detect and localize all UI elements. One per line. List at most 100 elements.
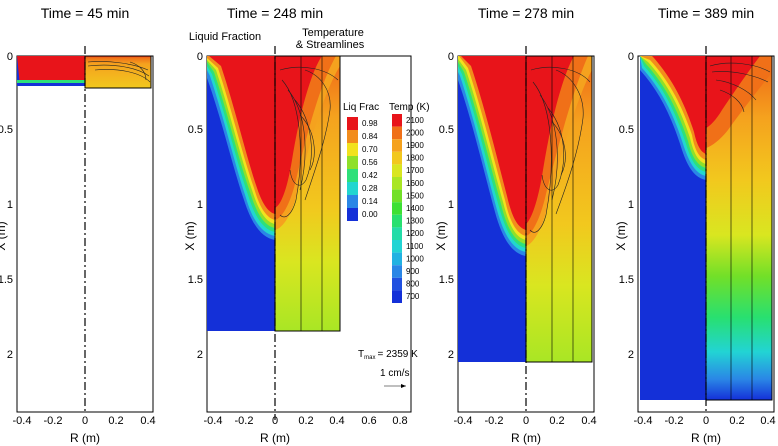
svg-text:-0.4: -0.4: [204, 415, 223, 427]
legend-level: 0.42: [362, 171, 378, 180]
svg-text:1: 1: [197, 199, 203, 211]
x-axis-label: R (m): [691, 431, 721, 445]
svg-text:0.6: 0.6: [361, 415, 376, 427]
svg-text:0.5: 0.5: [619, 124, 634, 136]
svg-text:0: 0: [448, 51, 454, 63]
svg-text:1: 1: [628, 199, 634, 211]
legend-swatch: [392, 290, 402, 303]
svg-text:0.4: 0.4: [140, 415, 155, 427]
legend-level: 1200: [406, 229, 424, 238]
panel-title: Time = 278 min: [478, 5, 574, 21]
svg-text:0.8: 0.8: [392, 415, 407, 427]
streamlines: [279, 67, 339, 218]
liquid-fraction-field: [207, 56, 275, 331]
svg-text:0: 0: [272, 415, 278, 427]
svg-text:0: 0: [523, 415, 529, 427]
panel-title: Time = 248 min: [227, 5, 323, 21]
velocity-reference: 1 cm/s: [380, 368, 409, 388]
y-axis: 0 0.5 1 1.5 2: [619, 51, 634, 361]
panel-389min: Time = 389 min 0: [614, 5, 776, 445]
legend-level: 900: [406, 267, 420, 276]
legend-swatch: [347, 143, 358, 156]
legend-level: 700: [406, 292, 420, 301]
panel-278min: Time = 278 min: [434, 5, 597, 445]
panel-title: Time = 389 min: [658, 5, 754, 21]
legend-level: 0.00: [362, 210, 378, 219]
svg-text:2: 2: [7, 349, 13, 361]
y-axis: 0 0.5 1 1.5 2: [439, 51, 454, 361]
legend-level: 1700: [406, 166, 424, 175]
svg-text:0.4: 0.4: [329, 415, 344, 427]
svg-text:-0.2: -0.2: [485, 415, 504, 427]
legend-swatch: [392, 139, 402, 152]
svg-text:0: 0: [703, 415, 709, 427]
panel-title: Time = 45 min: [41, 5, 130, 21]
legend-level: 1100: [406, 242, 424, 251]
svg-text:0: 0: [628, 51, 634, 63]
legend-swatch: [392, 227, 402, 240]
legend-swatch: [347, 130, 358, 143]
legend-temperature: Temp (K) 2100 2000 1900 1800 1700 1600 1500 140…: [389, 102, 430, 303]
temperature-field: [705, 55, 773, 401]
svg-text:0.5: 0.5: [0, 124, 13, 136]
legend-level: 1900: [406, 141, 424, 150]
legend-level: 1000: [406, 254, 424, 263]
legend-level: 2100: [406, 116, 424, 125]
legend-swatch: [392, 214, 402, 228]
legend-swatch: [392, 177, 402, 190]
y-axis: 0 0.5 1 1.5 2: [0, 51, 13, 361]
streamlines: [529, 67, 591, 233]
svg-text:-0.2: -0.2: [665, 415, 684, 427]
svg-text:-0.4: -0.4: [634, 415, 653, 427]
liquid-fraction-field: [458, 56, 526, 362]
temperature-field: [274, 55, 341, 332]
streamlines: [87, 61, 151, 83]
legend-swatch: [347, 208, 358, 221]
svg-text:0.4: 0.4: [760, 415, 775, 427]
x-axis: -0.4 -0.2 0 0.2 0.4: [454, 415, 597, 427]
svg-text:-0.4: -0.4: [454, 415, 473, 427]
legend-level: 0.98: [362, 119, 378, 128]
liquid-fraction-field: [640, 56, 706, 400]
svg-text:-0.2: -0.2: [44, 415, 63, 427]
legend-title: Liq Frac: [343, 102, 379, 113]
svg-text:2: 2: [628, 349, 634, 361]
streamlines: [709, 62, 771, 113]
legend-swatch: [392, 114, 402, 127]
legend-level: 2000: [406, 128, 424, 137]
svg-text:1.5: 1.5: [439, 274, 454, 286]
legend-swatch: [392, 265, 402, 278]
svg-text:0.2: 0.2: [549, 415, 564, 427]
y-axis: 0 0.5 1 1.5 2: [188, 51, 203, 361]
legend-swatch: [392, 202, 402, 215]
legend-swatch: [347, 195, 358, 208]
legend-swatch: [347, 156, 358, 169]
svg-text:2: 2: [197, 349, 203, 361]
svg-text:-0.4: -0.4: [13, 415, 32, 427]
panel-45min: Time = 45 min 0 0.5 1 1.5 2 -0.4 -0.2 0: [0, 5, 156, 445]
x-axis-label: R (m): [70, 431, 100, 445]
svg-text:1.5: 1.5: [0, 274, 13, 286]
legend-level: 0.56: [362, 158, 378, 167]
y-axis-label: X (m): [0, 221, 8, 250]
x-axis: -0.4 -0.2 0 0.2 0.4: [634, 415, 776, 427]
svg-text:0.2: 0.2: [729, 415, 744, 427]
svg-text:1.5: 1.5: [188, 274, 203, 286]
legend-level: 1500: [406, 191, 424, 200]
svg-text:1 cm/s: 1 cm/s: [380, 368, 409, 379]
legend-swatch: [392, 151, 402, 165]
panel-248min: Time = 248 min Liquid Fraction Temperatu…: [183, 5, 430, 445]
legend-level: 0.14: [362, 197, 378, 206]
legend-level: 1800: [406, 154, 424, 163]
svg-text:2: 2: [448, 349, 454, 361]
legend-swatch: [392, 277, 402, 291]
legend-swatch: [392, 164, 402, 177]
legend-swatch: [347, 117, 358, 130]
svg-text:1: 1: [448, 199, 454, 211]
svg-text:Tmax= 2359 K: Tmax = 2359 K: [358, 349, 418, 361]
y-axis-label: X (m): [434, 221, 448, 250]
temperature-label: Temperature: [302, 27, 364, 39]
svg-text:0.2: 0.2: [298, 415, 313, 427]
x-axis-label: R (m): [511, 431, 541, 445]
svg-text:0.2: 0.2: [108, 415, 123, 427]
